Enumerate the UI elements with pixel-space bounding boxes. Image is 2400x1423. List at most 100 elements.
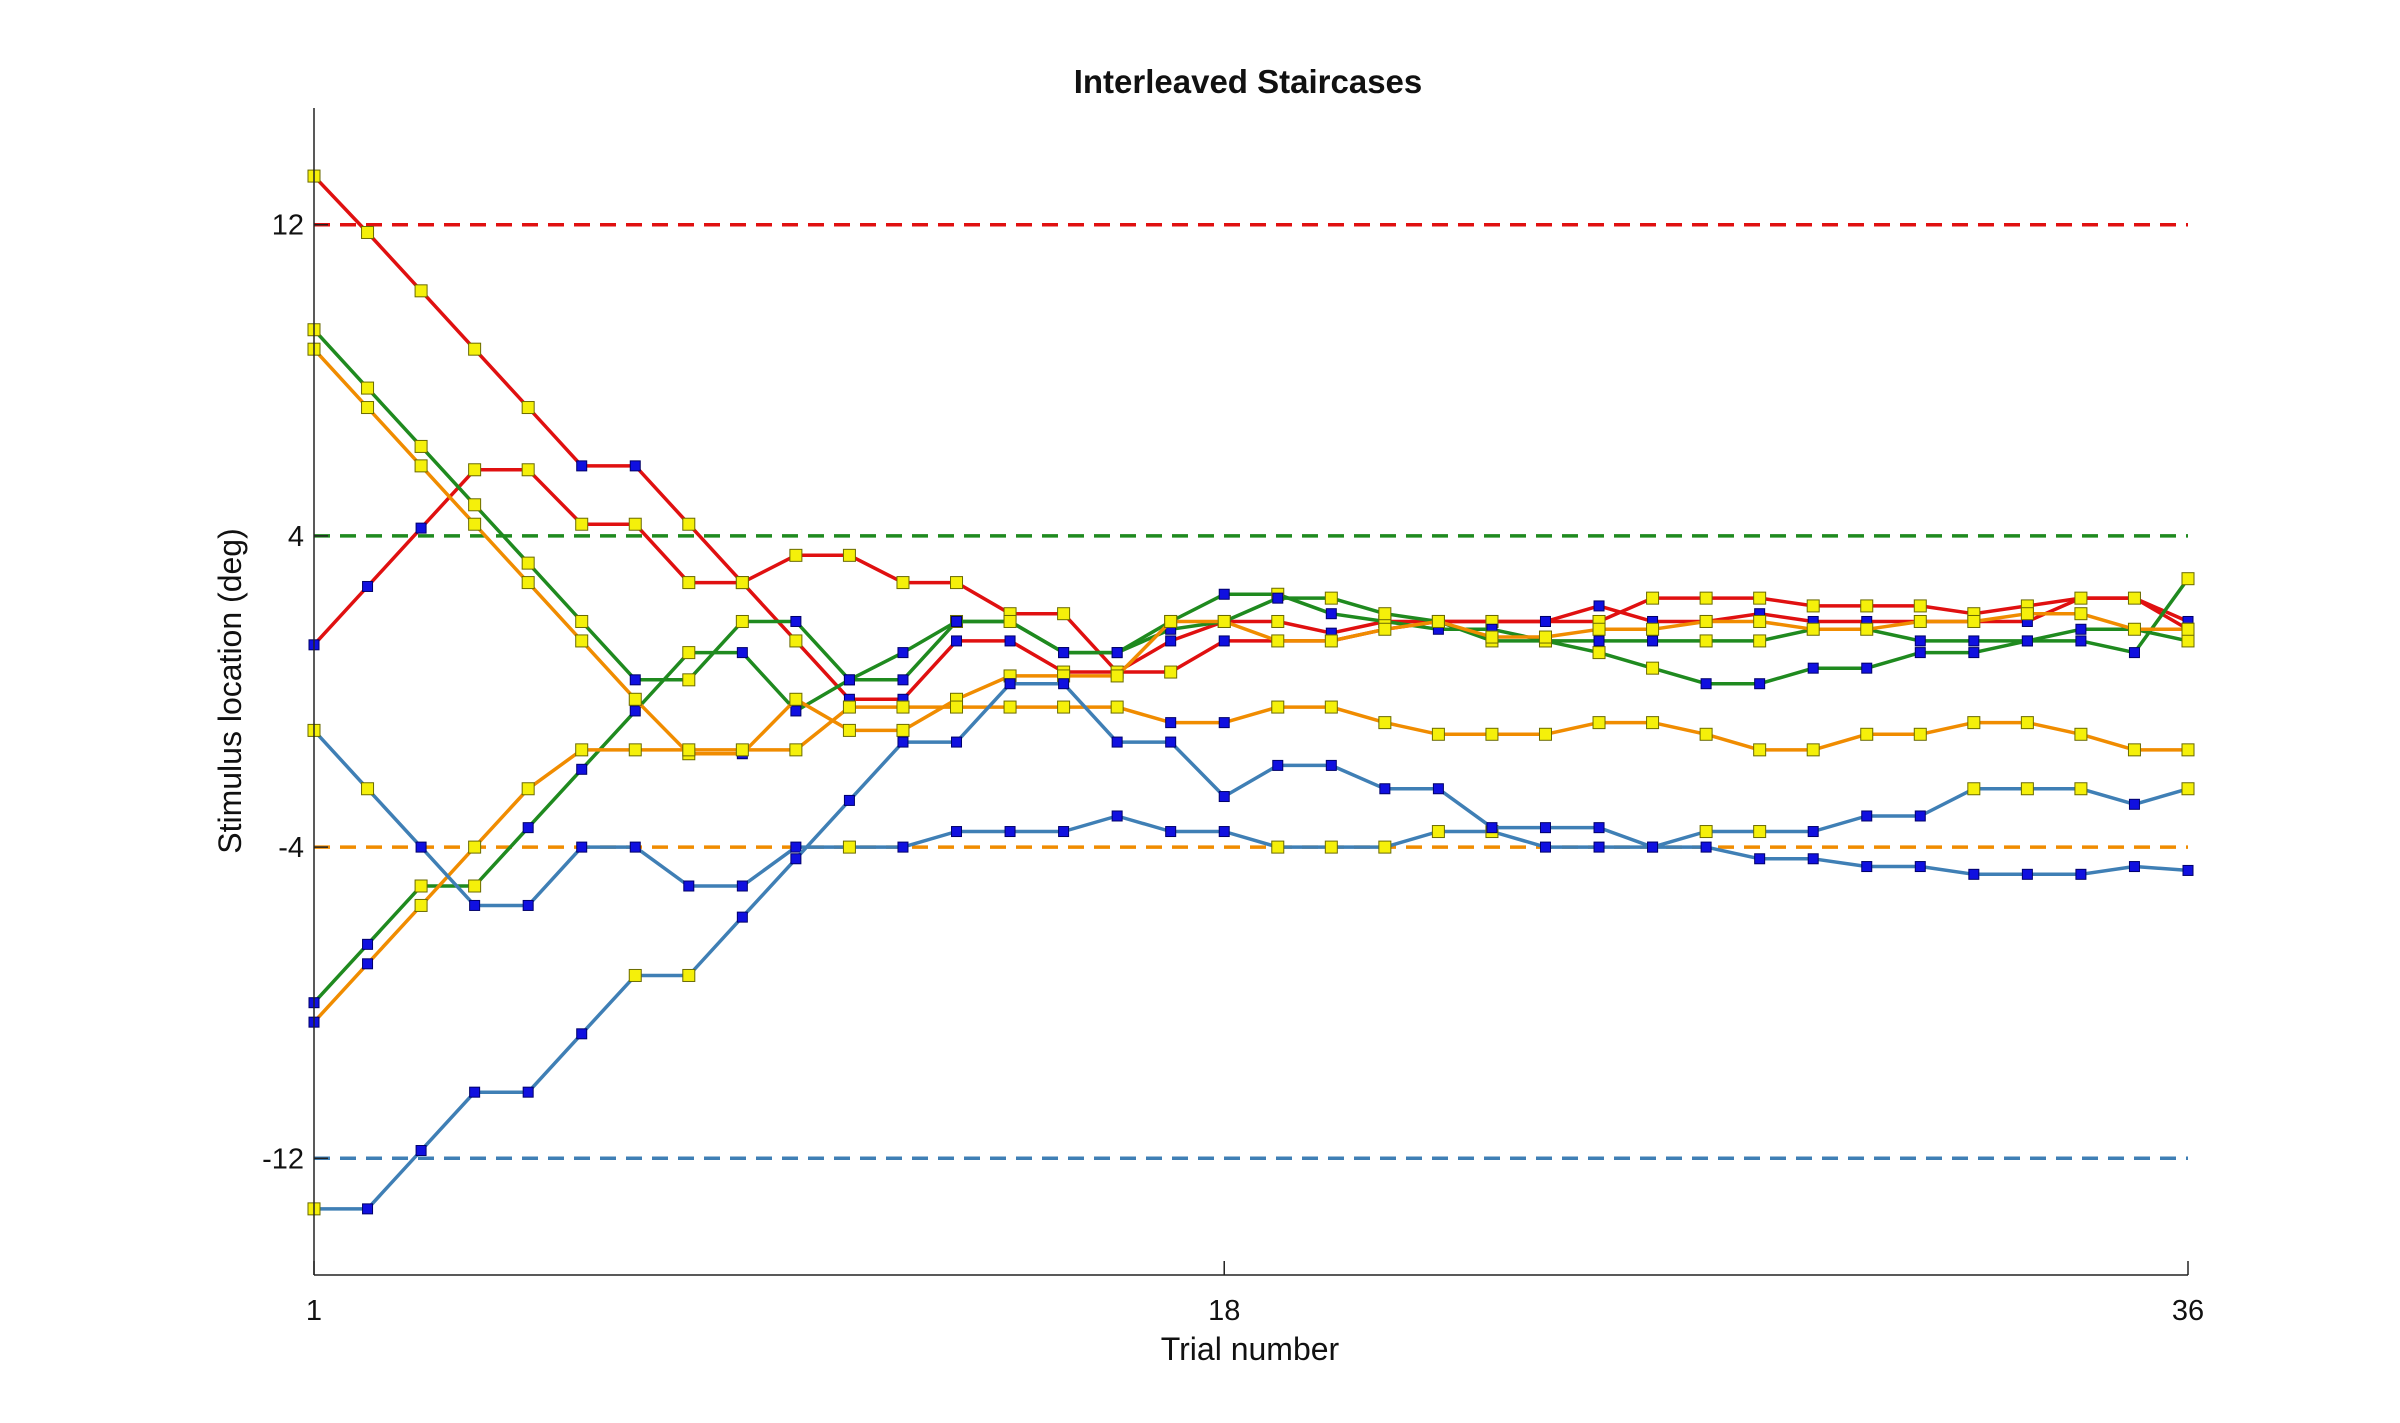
data-point <box>1431 825 1445 839</box>
data-point <box>1754 853 1766 865</box>
data-point <box>2020 607 2034 621</box>
data-point <box>1592 646 1606 660</box>
data-point <box>1271 840 1285 854</box>
series-line <box>312 174 2189 702</box>
axes <box>313 108 2188 1276</box>
data-point <box>1538 630 1552 644</box>
data-point <box>414 459 428 473</box>
data-point <box>950 700 964 714</box>
data-point <box>2074 591 2088 605</box>
data-point <box>682 517 696 531</box>
data-point <box>736 911 748 923</box>
data-point <box>1646 622 1660 636</box>
x-tick-label: 1 <box>306 1295 322 1327</box>
data-point <box>575 614 589 628</box>
data-point <box>1699 727 1713 741</box>
data-point <box>576 841 588 853</box>
data-point <box>1753 634 1767 648</box>
data-point <box>1165 717 1177 729</box>
data-point <box>415 522 427 534</box>
data-point <box>2075 623 2087 635</box>
data-point <box>1218 635 1230 647</box>
data-point <box>843 794 855 806</box>
data-point <box>415 1145 427 1157</box>
data-point <box>521 782 535 796</box>
data-point <box>629 705 641 717</box>
data-point <box>896 723 910 737</box>
data-point <box>682 673 696 687</box>
data-point <box>2128 798 2140 810</box>
chart-title: Interleaved Staircases <box>1074 63 1423 100</box>
data-point <box>1431 727 1445 741</box>
data-point <box>628 517 642 531</box>
data-point <box>1699 591 1713 605</box>
data-point <box>469 899 481 911</box>
data-point <box>735 614 749 628</box>
data-point <box>897 647 909 659</box>
data-point <box>1753 743 1767 757</box>
data-point <box>1593 600 1605 612</box>
data-point <box>628 968 642 982</box>
data-point <box>1699 825 1713 839</box>
data-point <box>1968 635 1980 647</box>
data-point <box>2021 868 2033 880</box>
data-point <box>521 463 535 477</box>
y-tick-label: -12 <box>262 1143 304 1175</box>
data-point <box>468 498 482 512</box>
data-point <box>468 517 482 531</box>
data-point <box>361 782 375 796</box>
data-point <box>468 840 482 854</box>
data-point <box>790 615 802 627</box>
data-point <box>1378 716 1392 730</box>
data-point <box>736 647 748 659</box>
data-point <box>1218 717 1230 729</box>
data-point <box>1004 826 1016 838</box>
data-point <box>1539 841 1551 853</box>
data-point <box>1753 614 1767 628</box>
data-point <box>1324 840 1338 854</box>
data-point <box>1004 678 1016 690</box>
data-point <box>896 576 910 590</box>
data-point <box>2020 716 2034 730</box>
data-point <box>1806 743 1820 757</box>
data-point <box>1913 614 1927 628</box>
data-point <box>522 899 534 911</box>
data-point <box>1647 635 1659 647</box>
data-point <box>2128 861 2140 873</box>
data-point <box>1913 599 1927 613</box>
data-point <box>842 700 856 714</box>
data-point <box>1110 700 1124 714</box>
data-point <box>1003 614 1017 628</box>
data-point <box>2021 635 2033 647</box>
data-point <box>1968 647 1980 659</box>
data-point <box>1539 615 1551 627</box>
data-point <box>361 401 375 415</box>
x-tick-label: 36 <box>2172 1295 2204 1327</box>
data-point <box>842 723 856 737</box>
data-point <box>1538 727 1552 741</box>
data-point <box>682 968 696 982</box>
series-line <box>314 681 2189 1211</box>
data-point <box>575 743 589 757</box>
data-point <box>1593 841 1605 853</box>
data-point <box>1165 635 1177 647</box>
data-point <box>1165 736 1177 748</box>
data-point <box>735 576 749 590</box>
data-point <box>575 634 589 648</box>
data-point <box>1592 716 1606 730</box>
data-point <box>1057 607 1071 621</box>
data-point <box>789 743 803 757</box>
data-point <box>575 517 589 531</box>
data-point <box>1968 868 1980 880</box>
data-point <box>1914 810 1926 822</box>
data-point <box>1486 822 1498 834</box>
data-point <box>628 743 642 757</box>
data-point <box>1378 622 1392 636</box>
data-point <box>1004 635 1016 647</box>
data-point <box>362 1203 374 1215</box>
x-axis-label: Trial number <box>1161 1331 1340 1367</box>
data-point <box>1058 826 1070 838</box>
data-point <box>629 674 641 686</box>
series-line <box>312 468 2189 674</box>
data-point <box>1860 599 1874 613</box>
